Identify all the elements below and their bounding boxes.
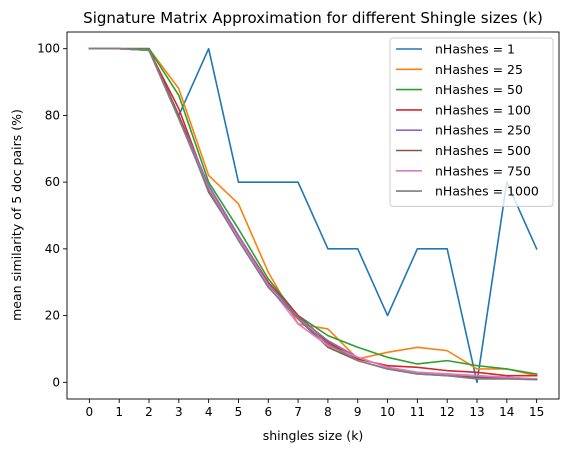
y-tick-label: 40	[45, 242, 60, 256]
x-tick-label: 3	[175, 405, 183, 419]
legend-label-3: nHashes = 100	[435, 102, 531, 117]
legend-label-7: nHashes = 1000	[435, 184, 539, 199]
x-tick-label: 2	[145, 405, 153, 419]
x-tick-label: 6	[264, 405, 272, 419]
x-tick-label: 0	[86, 405, 94, 419]
legend-label-4: nHashes = 250	[435, 123, 531, 138]
legend-label-1: nHashes = 25	[435, 62, 523, 77]
legend-label-2: nHashes = 50	[435, 82, 523, 97]
series-line-2	[88, 47, 538, 375]
axes-frame	[66, 31, 560, 400]
x-tick-label: 7	[294, 405, 302, 419]
y-tick-label: 60	[45, 175, 60, 189]
x-tick-label: 5	[235, 405, 243, 419]
x-tick-label: 11	[410, 405, 425, 419]
legend-label-6: nHashes = 750	[435, 163, 531, 178]
x-tick-label: 13	[469, 405, 484, 419]
y-tick-label: 100	[37, 42, 60, 56]
legend: nHashes = 1 nHashes = 25 nHashes = 50 nHash…	[389, 37, 554, 207]
x-axis: 0 1 2 3 4 5 6 7 8 9 10 11 12 13 14 15	[86, 399, 544, 419]
y-tick-label: 0	[52, 375, 60, 389]
x-tick-label: 15	[529, 405, 544, 419]
x-tick-label: 1	[115, 405, 123, 419]
x-tick-label: 9	[354, 405, 362, 419]
y-tick-label: 80	[45, 108, 60, 122]
chart-title: Signature Matrix Approximation for diffe…	[83, 9, 543, 27]
plot-area	[66, 31, 560, 400]
x-tick-label: 10	[380, 405, 395, 419]
legend-box	[389, 37, 554, 207]
x-tick-label: 8	[324, 405, 332, 419]
legend-label-5: nHashes = 500	[435, 143, 531, 158]
y-axis: 0 20 40 60 80 100	[37, 42, 67, 389]
x-tick-label: 4	[205, 405, 213, 419]
y-axis-label: mean similarity of 5 doc pairs (%)	[9, 109, 24, 321]
series-line-7	[88, 47, 538, 381]
x-tick-label: 12	[440, 405, 455, 419]
x-axis-label: shingles size (k)	[263, 428, 364, 443]
legend-label-0: nHashes = 1	[435, 42, 515, 57]
x-tick-label: 14	[499, 405, 514, 419]
y-tick-label: 20	[45, 309, 60, 323]
